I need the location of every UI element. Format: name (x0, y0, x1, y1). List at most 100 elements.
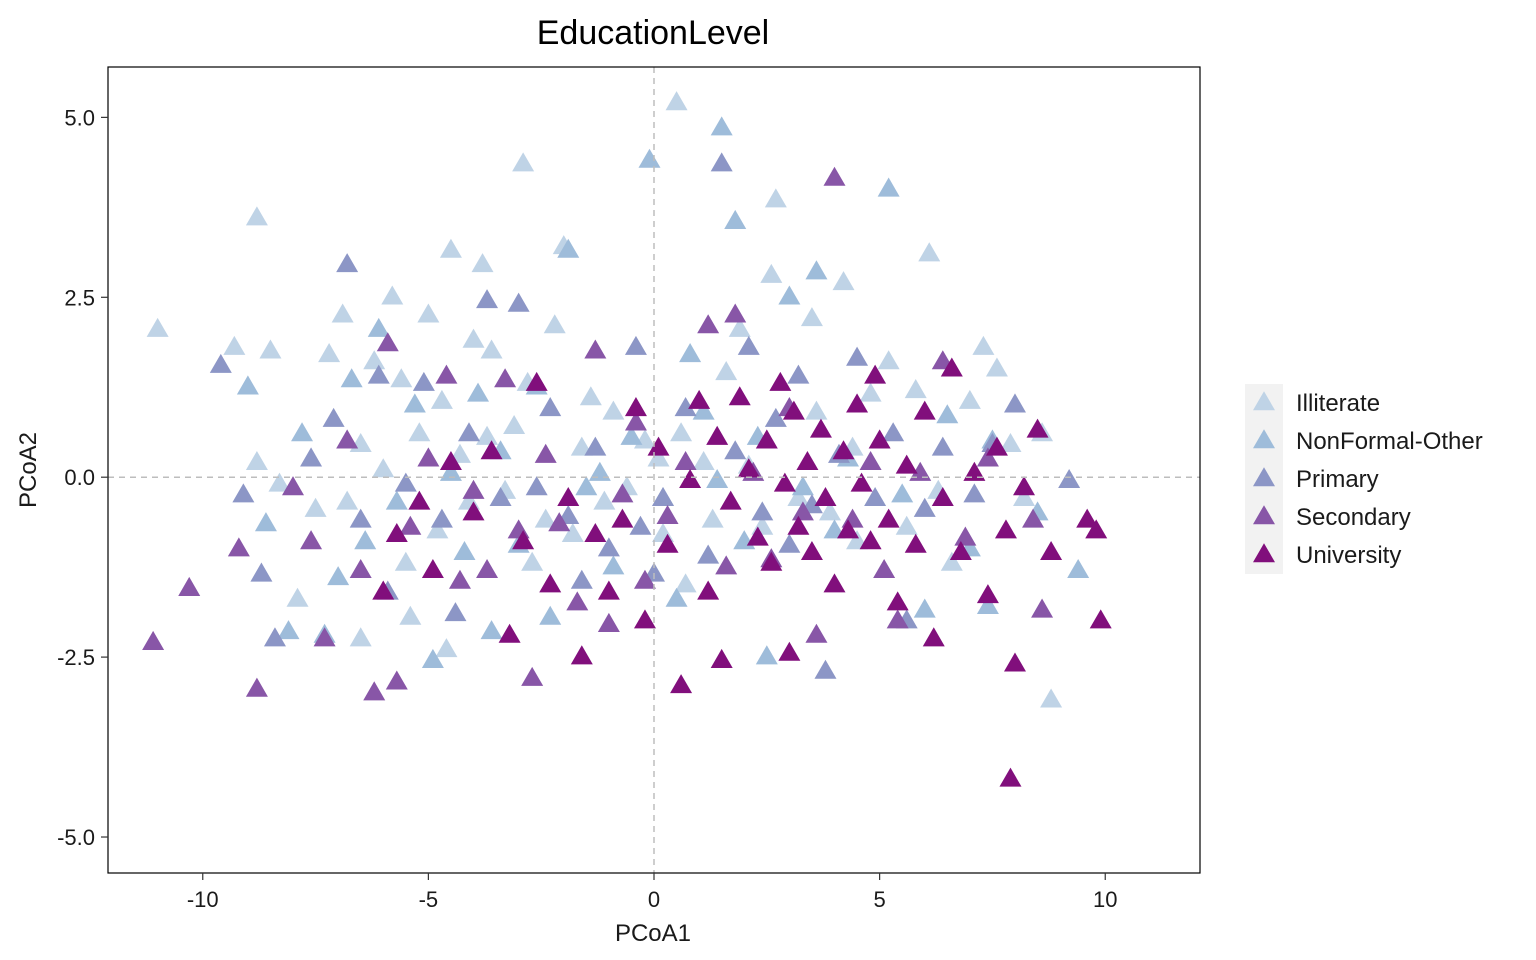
point-university (611, 508, 634, 528)
point-primary (846, 346, 869, 366)
point-primary (764, 407, 787, 427)
point-illiterate (480, 339, 503, 359)
point-university (778, 641, 801, 661)
point-university (679, 468, 702, 489)
point-nonformal-other (327, 566, 350, 586)
point-nonformal-other (778, 285, 801, 305)
x-axis-title: PCoA1 (615, 920, 691, 947)
point-illiterate (390, 368, 413, 388)
point-secondary (435, 364, 458, 384)
point-secondary (859, 450, 882, 471)
point-illiterate (318, 343, 341, 363)
point-nonformal-other (439, 461, 462, 481)
point-illiterate (363, 350, 386, 370)
chart-title: EducationLevel (537, 14, 770, 52)
point-primary (209, 353, 232, 373)
point-university (719, 490, 742, 510)
point-nonformal-other (976, 594, 999, 614)
point-illiterate (715, 361, 738, 381)
point-university (557, 486, 580, 507)
point-secondary (494, 368, 517, 388)
point-university (782, 400, 805, 420)
point-university (773, 472, 796, 492)
point-secondary (724, 303, 747, 323)
point-primary (457, 422, 480, 442)
point-primary (444, 602, 467, 622)
point-primary (489, 486, 512, 507)
point-university (999, 767, 1022, 787)
point-illiterate (349, 627, 372, 647)
point-nonformal-other (453, 540, 476, 560)
point-nonformal-other (692, 400, 715, 420)
point-illiterate (787, 486, 810, 507)
point-illiterate (430, 389, 453, 409)
point-illiterate (223, 335, 246, 355)
point-illiterate (381, 285, 404, 305)
point-illiterate (918, 242, 941, 262)
x-tick-label: 5 (873, 887, 885, 912)
point-illiterate (462, 328, 485, 348)
point-illiterate (972, 335, 995, 355)
y-tick-label: 0.0 (64, 465, 95, 490)
y-tick-label: -2.5 (57, 645, 95, 670)
point-illiterate (394, 551, 417, 571)
point-illiterate (1013, 486, 1036, 507)
point-primary (737, 335, 760, 355)
point-university (421, 558, 444, 578)
point-university (859, 530, 882, 550)
x-tick-label: -5 (419, 887, 439, 912)
point-illiterate (674, 573, 697, 593)
point-primary (570, 569, 593, 589)
point-university (800, 540, 823, 560)
point-university (656, 533, 679, 553)
point-secondary (566, 591, 589, 611)
point-university (823, 573, 846, 593)
point-illiterate (286, 587, 309, 607)
x-tick-label: 0 (648, 887, 660, 912)
point-nonformal-other (936, 404, 959, 424)
point-illiterate (818, 501, 841, 521)
point-primary (525, 476, 548, 496)
point-secondary (282, 476, 305, 496)
point-university (837, 519, 860, 539)
point-university (940, 357, 963, 377)
point-university (755, 429, 778, 449)
point-illiterate (985, 357, 1008, 377)
point-university (697, 580, 720, 600)
point-university (846, 393, 869, 413)
point-primary (394, 472, 417, 492)
point-illiterate (336, 490, 359, 510)
point-primary (300, 447, 323, 467)
point-primary (232, 483, 255, 503)
legend-label: NonFormal-Other (1296, 428, 1483, 455)
point-illiterate (940, 551, 963, 571)
point-university (1003, 652, 1026, 672)
point-primary (412, 371, 435, 391)
point-university (814, 486, 837, 507)
point-university (647, 436, 670, 456)
point-nonformal-other (602, 555, 625, 575)
point-illiterate (670, 422, 693, 442)
point-nonformal-other (1067, 558, 1090, 578)
point-primary (724, 440, 747, 460)
point-illiterate (579, 386, 602, 406)
data-points (142, 91, 1112, 787)
point-illiterate (435, 638, 458, 658)
point-illiterate (304, 497, 327, 517)
point-illiterate (417, 303, 440, 323)
point-university (769, 371, 792, 391)
point-illiterate (331, 303, 354, 323)
point-secondary (1031, 598, 1054, 618)
point-primary (476, 289, 499, 309)
point-university (462, 501, 485, 521)
x-axis-ticks: -10 -5 0 5 10 (187, 873, 1117, 912)
point-primary (882, 422, 905, 442)
point-nonformal-other (340, 368, 363, 388)
x-tick-label: 10 (1093, 887, 1117, 912)
point-nonformal-other (277, 620, 300, 640)
point-university (408, 490, 431, 510)
point-secondary (300, 530, 323, 550)
point-nonformal-other (724, 209, 747, 229)
point-secondary (417, 447, 440, 467)
point-university (864, 364, 887, 384)
